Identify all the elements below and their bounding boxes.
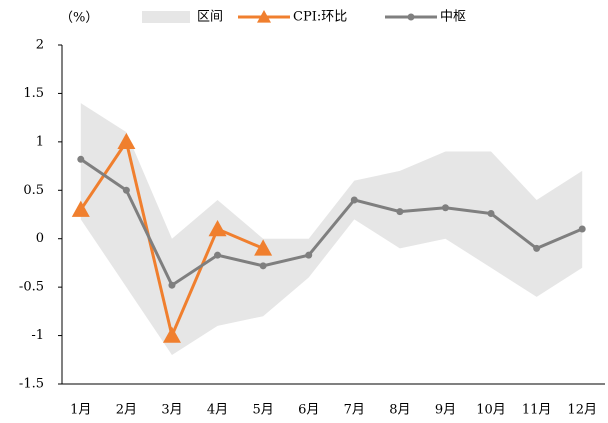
y-tick-label: 0.5 (23, 183, 44, 198)
x-tick-label: 12月 (567, 403, 597, 418)
point-marker (441, 204, 449, 212)
point-marker (71, 200, 90, 217)
point-marker (305, 251, 313, 259)
x-tick-label: 1月 (70, 403, 91, 418)
legend-marker (407, 13, 415, 21)
point-marker (117, 132, 136, 150)
point-marker (122, 186, 130, 194)
series-line (79, 158, 583, 288)
x-tick-label: 2月 (116, 403, 137, 418)
x-tick-label: 8月 (389, 403, 410, 418)
legend-label: 中枢 (440, 10, 466, 25)
point-marker (578, 225, 586, 233)
legend-marker (257, 10, 271, 23)
legend-swatch (142, 11, 190, 23)
point-marker (350, 196, 358, 204)
point-marker (254, 239, 273, 256)
y-tick-label: -1.5 (19, 377, 44, 392)
x-tick-label: 10月 (476, 403, 506, 418)
y-tick-label: 1.5 (23, 86, 44, 101)
point-marker (168, 281, 176, 289)
y-tick-label: -0.5 (19, 280, 44, 295)
point-marker (208, 220, 227, 237)
legend-label: 区间 (197, 10, 223, 25)
point-marker (162, 326, 181, 343)
point-marker (487, 210, 495, 218)
y-tick-label: -1 (31, 328, 44, 343)
x-tick-label: 5月 (252, 403, 273, 418)
x-tick-label: 4月 (207, 403, 228, 418)
x-tick-label: 6月 (298, 403, 319, 418)
point-marker (533, 244, 541, 252)
unit-label: （%） (60, 11, 98, 26)
x-tick-label: 7月 (344, 403, 365, 418)
x-tick-label: 11月 (522, 403, 552, 418)
legend-label: CPI:环比 (293, 10, 347, 25)
point-marker (214, 251, 222, 259)
point-marker (259, 262, 267, 270)
point-marker (396, 208, 404, 216)
y-tick-label: 1 (36, 134, 44, 149)
point-marker (77, 155, 85, 163)
y-tick-label: 2 (36, 38, 44, 53)
y-tick-label: 0 (36, 231, 44, 246)
x-tick-label: 3月 (161, 403, 182, 418)
x-tick-label: 9月 (435, 403, 456, 418)
